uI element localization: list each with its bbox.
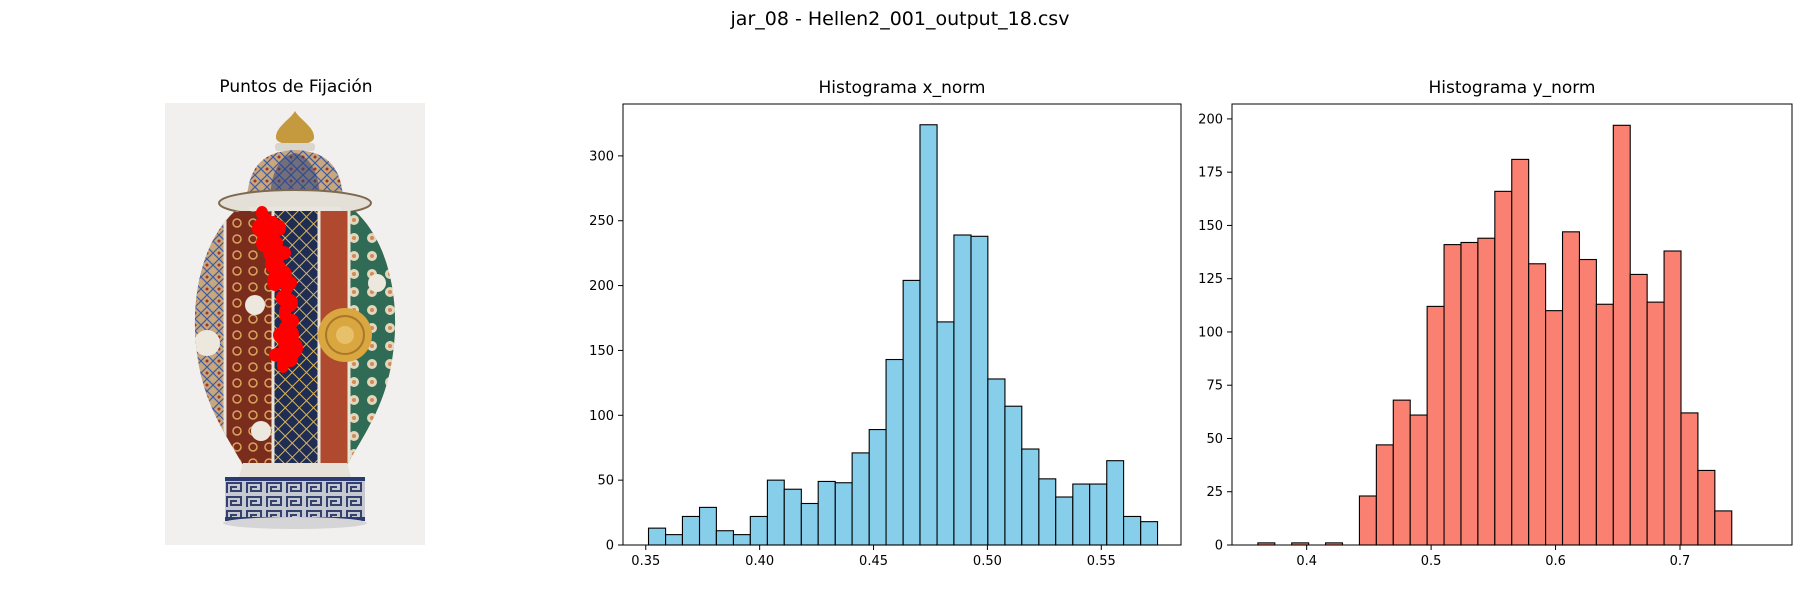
histogram-bar xyxy=(1426,305,1445,546)
y-tick-label: 125 xyxy=(1198,272,1223,287)
histogram-bar xyxy=(1528,263,1547,546)
histogram-bar xyxy=(834,482,853,546)
histogram-bar xyxy=(868,429,887,546)
histogram-bar xyxy=(1375,444,1394,546)
y-tick-label: 75 xyxy=(1206,379,1223,394)
histogram-bar xyxy=(1392,399,1411,546)
histogram-bar xyxy=(1663,250,1682,546)
histogram-bar xyxy=(681,515,701,546)
axes-frame xyxy=(1231,103,1793,546)
histogram-bar xyxy=(800,502,819,546)
histogram-bar xyxy=(1409,414,1428,546)
histogram-bar xyxy=(1646,301,1665,546)
histogram-bar xyxy=(749,515,768,546)
y-tick-label: 50 xyxy=(1206,432,1223,447)
histogram-bar xyxy=(936,321,955,546)
x-tick-label: 0.4 xyxy=(1296,554,1317,565)
fixation-point xyxy=(287,338,303,358)
histogram-bar xyxy=(1089,483,1108,546)
histogram-bar xyxy=(1511,158,1530,546)
histogram-bar xyxy=(1021,448,1040,546)
y-tick-label: 100 xyxy=(1198,325,1223,340)
histogram-bar xyxy=(1106,460,1125,546)
y-tick-label: 200 xyxy=(1198,112,1223,127)
histogram-bar xyxy=(851,452,870,546)
histogram-bar xyxy=(1680,412,1699,546)
histogram-bar xyxy=(647,527,667,546)
histogram-bar xyxy=(1561,231,1580,546)
histogram-bar xyxy=(1477,237,1496,546)
histogram-bar xyxy=(919,124,938,546)
histogram-bar xyxy=(1595,303,1614,546)
histogram-bar xyxy=(817,480,836,546)
histogram-bar xyxy=(987,378,1006,546)
fixation-point xyxy=(283,276,297,290)
porcelain-jar-image xyxy=(165,103,425,545)
histogram-y-title: Histograma y_norm xyxy=(1428,78,1596,98)
histogram-bar xyxy=(732,534,751,546)
histogram-bar xyxy=(1545,310,1564,546)
figure-suptitle: jar_08 - Hellen2_001_output_18.csv xyxy=(730,8,1070,30)
fixation-point xyxy=(265,253,277,273)
histogram-bar xyxy=(1612,124,1631,546)
x-tick-label: 0.55 xyxy=(1087,554,1116,565)
y-tick-label: 200 xyxy=(589,279,614,294)
axes-frame xyxy=(622,103,1182,546)
x-tick-label: 0.50 xyxy=(973,554,1002,565)
fixation-point xyxy=(272,220,286,236)
x-tick-label: 0.5 xyxy=(1421,554,1442,565)
y-tick-label: 100 xyxy=(589,409,614,424)
histogram-bar xyxy=(1038,478,1057,546)
image-panel-title: Puntos de Fijación xyxy=(219,77,373,97)
histogram-bar xyxy=(715,530,735,546)
histogram-bar xyxy=(1443,244,1462,546)
histogram-bar xyxy=(665,534,683,546)
y-tick-label: 300 xyxy=(589,149,614,164)
histogram-bar xyxy=(953,234,972,546)
x-tick-label: 0.35 xyxy=(631,554,660,565)
fixation-point xyxy=(267,271,283,291)
histogram-bar xyxy=(698,506,717,546)
histogram-x-chart: 0.35 0.40 0.45 0.50 0.55 0 50 100 150 200 250 300 xyxy=(589,103,1182,565)
histogram-y-chart: 0.4 0.5 0.6 0.7 0 25 50 75 100 125 150 175 200 xyxy=(1198,103,1793,565)
fixation-point xyxy=(273,327,289,343)
histogram-bar xyxy=(766,479,785,546)
histogram-bar xyxy=(1578,258,1597,546)
histogram-bar xyxy=(1358,495,1377,546)
y-tick-label: 175 xyxy=(1198,166,1223,181)
y-tick-label: 150 xyxy=(1198,219,1223,234)
histogram-bar xyxy=(1460,241,1479,546)
histogram-bar xyxy=(783,488,802,546)
fixation-point xyxy=(275,246,291,260)
y-tick-label: 150 xyxy=(589,344,614,359)
histogram-bar xyxy=(1004,405,1023,546)
histogram-x-title: Histograma x_norm xyxy=(818,78,986,98)
histogram-bar xyxy=(1629,273,1648,546)
y-tick-label: 25 xyxy=(1206,485,1223,500)
x-tick-label: 0.7 xyxy=(1670,554,1691,565)
x-tick-label: 0.6 xyxy=(1545,554,1566,565)
histogram-bar xyxy=(1055,496,1074,546)
histogram-bar xyxy=(1140,521,1159,546)
x-tick-label: 0.40 xyxy=(745,554,774,565)
y-tick-label: 250 xyxy=(589,214,614,229)
histogram-bar xyxy=(1714,510,1733,546)
histogram-bar xyxy=(1697,469,1716,546)
y-tick-label: 0 xyxy=(1215,539,1223,554)
histogram-bar xyxy=(1494,190,1513,546)
fixation-points xyxy=(252,206,303,373)
histogram-bar xyxy=(970,235,989,546)
histogram-bar xyxy=(902,279,921,546)
histogram-bar xyxy=(885,358,904,546)
histogram-bar xyxy=(1123,515,1142,546)
x-tick-label: 0.45 xyxy=(859,554,888,565)
fixation-point xyxy=(256,234,272,252)
histogram-bar xyxy=(1072,483,1091,546)
y-tick-label: 50 xyxy=(597,474,614,489)
y-tick-label: 0 xyxy=(606,539,614,554)
